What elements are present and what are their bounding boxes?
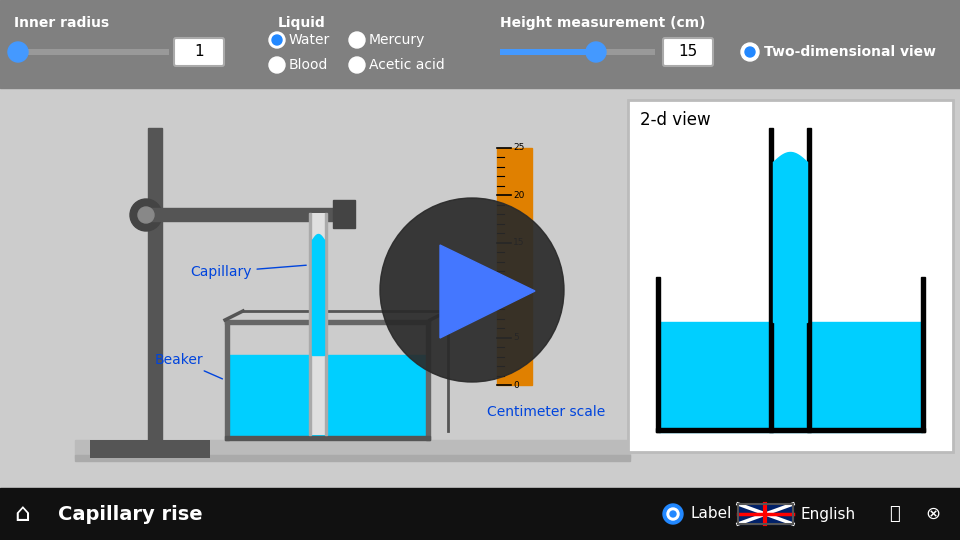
Circle shape — [269, 32, 285, 48]
Bar — [500, 49, 596, 55]
FancyBboxPatch shape — [663, 38, 713, 66]
Text: Capillary rise: Capillary rise — [58, 504, 203, 523]
Bar — [229, 355, 426, 436]
Circle shape — [349, 57, 365, 73]
Bar — [75, 440, 630, 458]
Text: 15: 15 — [679, 44, 698, 59]
Text: 1: 1 — [194, 44, 204, 59]
Bar — [500, 49, 655, 55]
Circle shape — [745, 47, 755, 57]
Text: Two-dimensional view: Two-dimensional view — [764, 45, 936, 59]
Bar — [769, 128, 773, 432]
Bar — [0, 488, 960, 540]
Text: 20: 20 — [513, 191, 524, 200]
FancyBboxPatch shape — [174, 38, 224, 66]
Bar — [921, 277, 925, 432]
Bar — [225, 320, 430, 324]
Text: Blood: Blood — [289, 58, 328, 72]
Text: English: English — [801, 507, 856, 522]
Bar — [656, 277, 660, 432]
Bar — [0, 88, 960, 488]
Text: Water: Water — [289, 33, 330, 47]
Bar — [325, 213, 327, 435]
Text: Liquid: Liquid — [278, 16, 325, 30]
Bar — [75, 455, 630, 461]
Text: ⛶: ⛶ — [890, 505, 900, 523]
Circle shape — [274, 62, 280, 68]
Bar — [426, 320, 430, 440]
Text: 25: 25 — [513, 144, 524, 152]
Text: ⌂: ⌂ — [14, 502, 30, 526]
Circle shape — [741, 43, 759, 61]
Bar — [807, 128, 811, 432]
Text: Mercury: Mercury — [369, 33, 425, 47]
Bar — [659, 322, 922, 432]
Text: Centimeter scale: Centimeter scale — [487, 405, 605, 419]
Polygon shape — [440, 245, 535, 338]
Text: Inner radius: Inner radius — [14, 16, 109, 30]
Circle shape — [667, 508, 679, 520]
Bar — [738, 504, 793, 524]
Bar — [656, 428, 925, 432]
Bar — [738, 504, 793, 524]
Circle shape — [670, 511, 676, 517]
Circle shape — [349, 32, 365, 48]
Bar — [309, 213, 311, 435]
Text: Acetic acid: Acetic acid — [369, 58, 444, 72]
Bar — [148, 208, 343, 221]
Bar — [0, 0, 960, 88]
Text: 15: 15 — [513, 238, 524, 247]
Circle shape — [663, 504, 683, 524]
Bar — [333, 200, 355, 228]
Bar — [773, 162, 807, 322]
Bar — [309, 213, 327, 435]
Bar — [312, 240, 324, 355]
Text: Beaker: Beaker — [155, 353, 223, 379]
Text: 5: 5 — [513, 333, 518, 342]
Text: 10: 10 — [513, 286, 524, 295]
Circle shape — [380, 198, 564, 382]
Bar — [225, 320, 229, 440]
Text: 0: 0 — [513, 381, 518, 389]
Bar — [14, 49, 169, 55]
Text: ⊗: ⊗ — [925, 505, 941, 523]
Bar — [628, 100, 953, 452]
Text: 2-d view: 2-d view — [640, 111, 710, 129]
Circle shape — [272, 35, 282, 45]
Circle shape — [354, 37, 360, 43]
Bar — [148, 128, 162, 440]
Circle shape — [130, 199, 162, 231]
Text: Capillary: Capillary — [190, 265, 306, 279]
Text: Height measurement (cm): Height measurement (cm) — [500, 16, 706, 30]
Bar — [225, 436, 430, 440]
Bar — [497, 148, 532, 385]
Circle shape — [354, 62, 360, 68]
Circle shape — [8, 42, 28, 62]
Text: Label: Label — [691, 507, 732, 522]
Circle shape — [138, 207, 154, 223]
Circle shape — [269, 57, 285, 73]
Bar — [90, 440, 210, 458]
Circle shape — [586, 42, 606, 62]
